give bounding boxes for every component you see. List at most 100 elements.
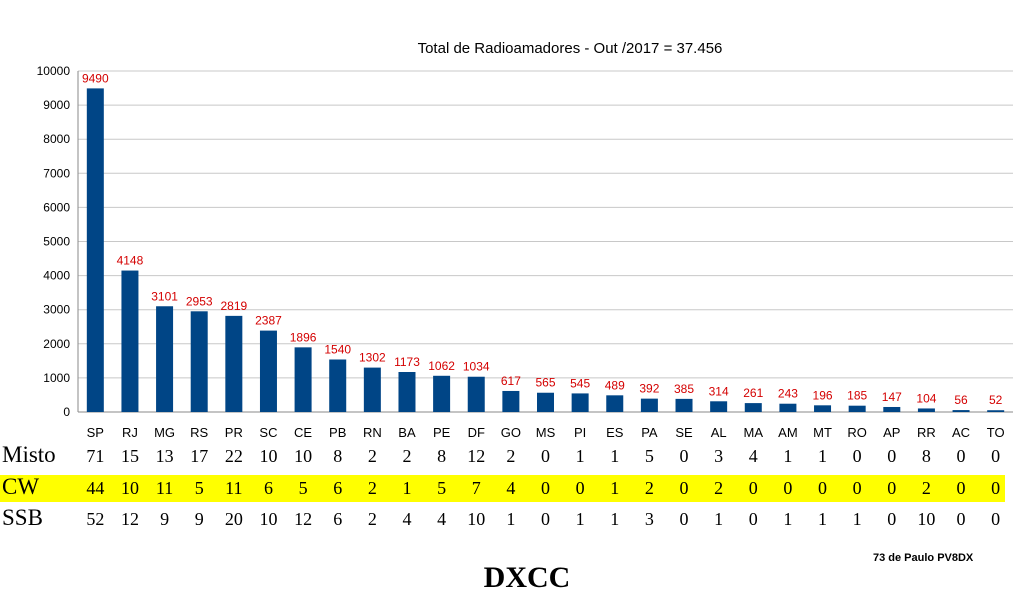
x-tick-label: MS bbox=[536, 425, 556, 440]
x-tick-label: PB bbox=[329, 425, 346, 440]
y-tick-label: 2000 bbox=[43, 337, 70, 351]
table-cell: 1 bbox=[610, 478, 619, 498]
table-cell: 2 bbox=[368, 478, 377, 498]
data-label: 185 bbox=[847, 389, 867, 403]
x-tick-label: PA bbox=[641, 425, 658, 440]
y-tick-label: 1000 bbox=[43, 371, 70, 385]
table-cell: 5 bbox=[437, 478, 446, 498]
data-label: 1896 bbox=[290, 330, 317, 344]
table-cell: 17 bbox=[190, 446, 208, 466]
bar bbox=[502, 390, 520, 412]
bar bbox=[848, 405, 866, 412]
table-cell: 10 bbox=[294, 446, 312, 466]
bar bbox=[883, 406, 901, 412]
table-cell: 1 bbox=[853, 509, 862, 529]
bar bbox=[156, 306, 174, 412]
table-cell: 11 bbox=[225, 478, 242, 498]
bar bbox=[710, 401, 728, 412]
bar bbox=[86, 88, 104, 413]
data-label: 2387 bbox=[255, 314, 282, 328]
table-cell: 0 bbox=[853, 446, 862, 466]
table-cell: 71 bbox=[86, 446, 104, 466]
bar bbox=[675, 398, 693, 412]
mode-table: Misto 71 15 13 17 22 10 10 8 2 2 8 12 2 0 1 1 5 0 3 4 1 1 0 0 8 0 0… bbox=[0, 442, 1005, 530]
bar bbox=[398, 372, 416, 412]
table-cell: 0 bbox=[957, 509, 966, 529]
table-cell: 52 bbox=[86, 509, 104, 529]
y-tick-label: 3000 bbox=[43, 303, 70, 317]
table-cell: 1 bbox=[714, 509, 723, 529]
data-label: 489 bbox=[605, 378, 625, 392]
y-tick-label: 4000 bbox=[43, 269, 70, 283]
x-tick-label: ES bbox=[606, 425, 624, 440]
bars bbox=[86, 88, 1005, 413]
table-cell: 5 bbox=[195, 478, 204, 498]
table-cell: 3 bbox=[645, 509, 654, 529]
data-label: 52 bbox=[989, 393, 1003, 407]
bar bbox=[606, 395, 624, 412]
x-tick-label: RR bbox=[917, 425, 936, 440]
table-cell: 6 bbox=[264, 478, 273, 498]
data-label: 261 bbox=[743, 386, 763, 400]
table-cell: 0 bbox=[680, 446, 689, 466]
table-cell: 9 bbox=[160, 509, 169, 529]
bar bbox=[190, 311, 208, 412]
data-label: 56 bbox=[954, 393, 968, 407]
bar bbox=[537, 392, 554, 412]
table-cell: 0 bbox=[680, 509, 689, 529]
bar bbox=[814, 405, 832, 412]
bar bbox=[121, 270, 139, 412]
table-cell: 8 bbox=[437, 446, 446, 466]
table-cell: 8 bbox=[333, 446, 342, 466]
data-label: 617 bbox=[501, 374, 521, 388]
table-cell: 12 bbox=[467, 446, 485, 466]
x-tick-label: MT bbox=[813, 425, 832, 440]
bar bbox=[467, 376, 485, 412]
x-tick-label: AL bbox=[711, 425, 727, 440]
table-cell: 4 bbox=[437, 509, 446, 529]
table-cell: 10 bbox=[121, 478, 139, 498]
bar bbox=[987, 410, 1005, 412]
row-highlight bbox=[0, 475, 1005, 502]
y-tick-label: 0 bbox=[63, 405, 70, 419]
table-cell: 3 bbox=[714, 446, 723, 466]
data-label: 565 bbox=[535, 376, 555, 390]
x-tick-label: RJ bbox=[122, 425, 138, 440]
data-label: 2953 bbox=[186, 294, 213, 308]
x-axis-ticks: SP RJ MG RS PR SC CE PB RN BA PE DF GO MS PI ES PA SE AL MA… bbox=[87, 425, 1005, 440]
table-cell: 0 bbox=[576, 478, 585, 498]
x-tick-label: PI bbox=[574, 425, 586, 440]
data-label: 4148 bbox=[117, 254, 144, 268]
table-cell: 1 bbox=[610, 509, 619, 529]
table-cell: 2 bbox=[402, 446, 411, 466]
table-cell: 0 bbox=[541, 509, 550, 529]
y-tick-label: 6000 bbox=[43, 200, 70, 214]
table-cell: 0 bbox=[749, 478, 758, 498]
data-label: 392 bbox=[639, 382, 659, 396]
data-label: 3101 bbox=[151, 289, 178, 303]
table-cell: 20 bbox=[225, 509, 243, 529]
table-cell: 5 bbox=[299, 478, 308, 498]
data-label: 1034 bbox=[463, 360, 490, 374]
x-tick-label: AM bbox=[778, 425, 798, 440]
table-cell: 6 bbox=[333, 509, 342, 529]
x-tick-label: RN bbox=[363, 425, 382, 440]
bar bbox=[433, 375, 451, 412]
table-cell: 2 bbox=[645, 478, 654, 498]
table-cell: 12 bbox=[294, 509, 312, 529]
data-label: 1173 bbox=[394, 355, 420, 369]
table-cell: 0 bbox=[991, 478, 1000, 498]
table-cell: 2 bbox=[714, 478, 723, 498]
x-tick-label: DF bbox=[468, 425, 485, 440]
table-cell: 0 bbox=[541, 446, 550, 466]
y-tick-label: 5000 bbox=[43, 235, 70, 249]
table-cell: 0 bbox=[887, 446, 896, 466]
data-label: 147 bbox=[882, 390, 902, 404]
table-cell: 2 bbox=[368, 446, 377, 466]
table-cell: 1 bbox=[818, 446, 827, 466]
gridlines bbox=[77, 70, 1013, 413]
bar bbox=[640, 398, 658, 412]
table-cell: 0 bbox=[680, 478, 689, 498]
table-cell: 1 bbox=[576, 509, 585, 529]
